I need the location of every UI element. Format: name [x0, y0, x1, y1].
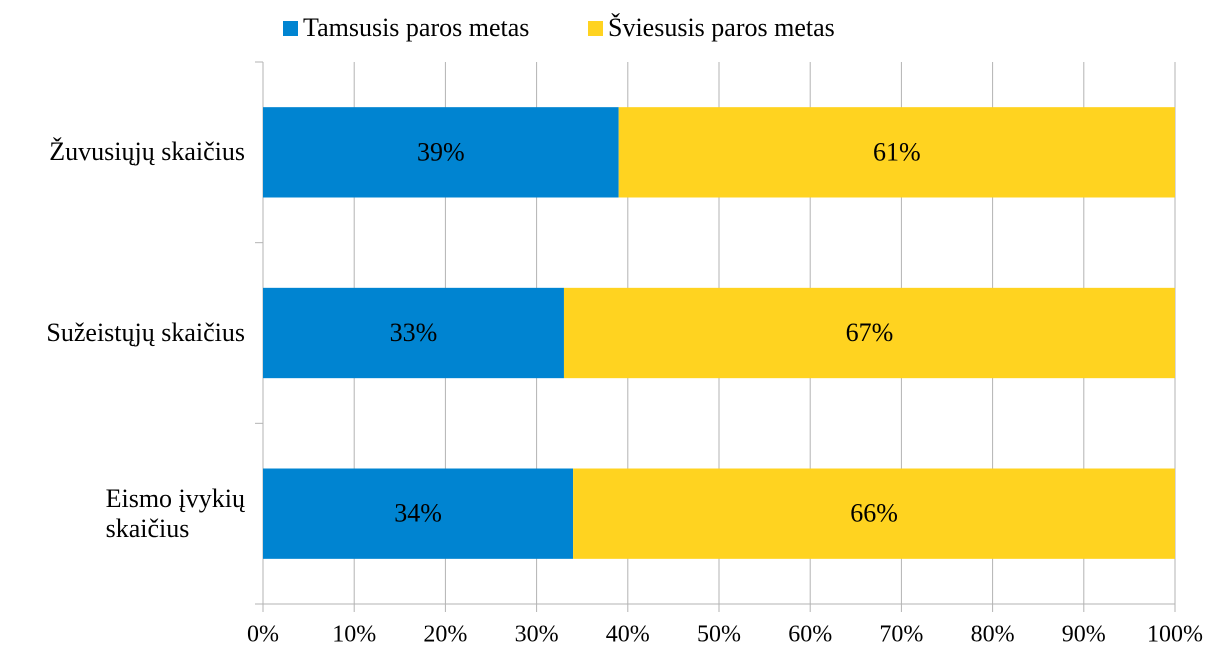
data-label: 66% — [850, 499, 898, 528]
bar-segment — [573, 468, 1175, 559]
legend-label: Šviesusis paros metas — [608, 13, 835, 42]
bar-segment — [618, 107, 1175, 198]
x-tick-label: 80% — [971, 622, 1015, 648]
data-label: 33% — [390, 318, 438, 347]
category-text: Eismo įvykių skaičius — [105, 483, 245, 543]
x-tick-label: 90% — [1062, 622, 1106, 648]
category-text: Žuvusiųjų skaičius — [49, 137, 245, 167]
category-label: Eismo įvykių skaičius — [106, 484, 245, 544]
x-tick-label: 70% — [879, 622, 923, 648]
x-tick-label: 100% — [1147, 622, 1203, 648]
bar-segment — [263, 468, 574, 559]
category-text: Sužeistųjų skaičius — [46, 318, 245, 348]
legend-swatch — [283, 21, 298, 36]
category-label: Sužeistųjų skaičius — [46, 318, 245, 348]
x-tick-label: 30% — [515, 622, 559, 648]
x-tick-label: 10% — [332, 622, 376, 648]
data-label: 67% — [846, 318, 894, 347]
bar-segment — [263, 107, 619, 198]
bar-segment — [263, 287, 564, 379]
data-label: 39% — [417, 137, 465, 166]
x-tick-label: 60% — [788, 622, 832, 648]
legend-label: Tamsusis paros metas — [303, 13, 529, 42]
legend-swatch — [588, 21, 603, 36]
data-label: 61% — [873, 137, 921, 166]
data-label: 34% — [394, 499, 442, 528]
bar-segment — [563, 287, 1175, 379]
x-tick-label: 20% — [423, 622, 467, 648]
x-tick-label: 0% — [247, 622, 279, 648]
x-tick-label: 40% — [606, 622, 650, 648]
x-tick-label: 50% — [697, 622, 741, 648]
category-label: Žuvusiųjų skaičius — [49, 137, 245, 167]
